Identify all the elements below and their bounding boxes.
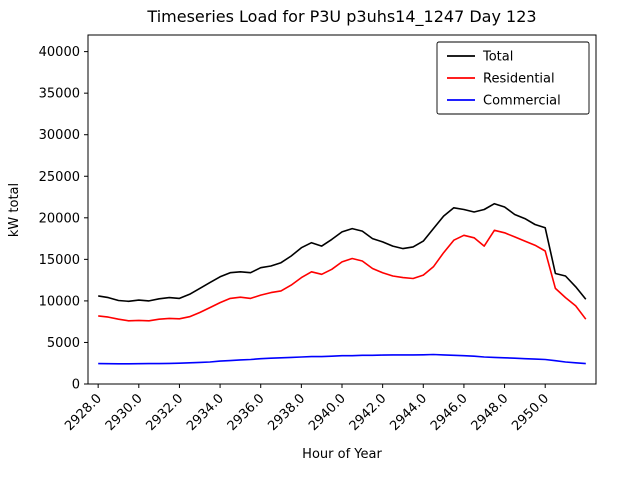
x-tick-label: 2942.0 xyxy=(347,391,390,434)
x-tick-label: 2946.0 xyxy=(428,391,471,434)
x-tick-label: 2938.0 xyxy=(265,391,308,434)
x-tick-label: 2948.0 xyxy=(469,391,512,434)
x-tick-label: 2928.0 xyxy=(62,391,105,434)
legend-label-residential: Residential xyxy=(483,72,555,87)
x-tick-label: 2940.0 xyxy=(306,391,349,434)
legend-box xyxy=(436,41,590,115)
series-line-commercial xyxy=(98,353,586,365)
y-tick-label: 30000 xyxy=(39,128,80,143)
x-tick-label: 2950.0 xyxy=(509,391,552,434)
x-tick-label: 2930.0 xyxy=(103,391,146,434)
series-line-residential xyxy=(98,229,587,322)
y-tick-label: 20000 xyxy=(39,211,80,226)
y-tick-label: 35000 xyxy=(39,87,80,102)
series-line-total xyxy=(98,202,587,303)
x-tick-label: 2936.0 xyxy=(225,391,268,434)
chart-title: Timeseries Load for P3U p3uhs14_1247 Day… xyxy=(146,7,536,27)
y-tick-label: 40000 xyxy=(39,45,80,60)
y-tick-label: 10000 xyxy=(39,294,80,309)
y-tick-label: 5000 xyxy=(47,336,80,351)
x-tick-label: 2944.0 xyxy=(387,391,430,434)
x-axis-label: Hour of Year xyxy=(302,447,382,462)
y-tick-label: 15000 xyxy=(39,253,80,268)
y-tick-label: 25000 xyxy=(39,170,80,185)
y-tick-label: 0 xyxy=(72,378,80,393)
legend-label-commercial: Commercial xyxy=(483,94,561,109)
legend-label-total: Total xyxy=(482,50,513,65)
x-tick-label: 2932.0 xyxy=(143,391,186,434)
x-tick-label: 2934.0 xyxy=(184,391,227,434)
y-axis-label: kW total xyxy=(7,183,22,237)
chart-plot-area: 2928.02930.02932.02934.02936.02938.02940… xyxy=(39,34,597,434)
